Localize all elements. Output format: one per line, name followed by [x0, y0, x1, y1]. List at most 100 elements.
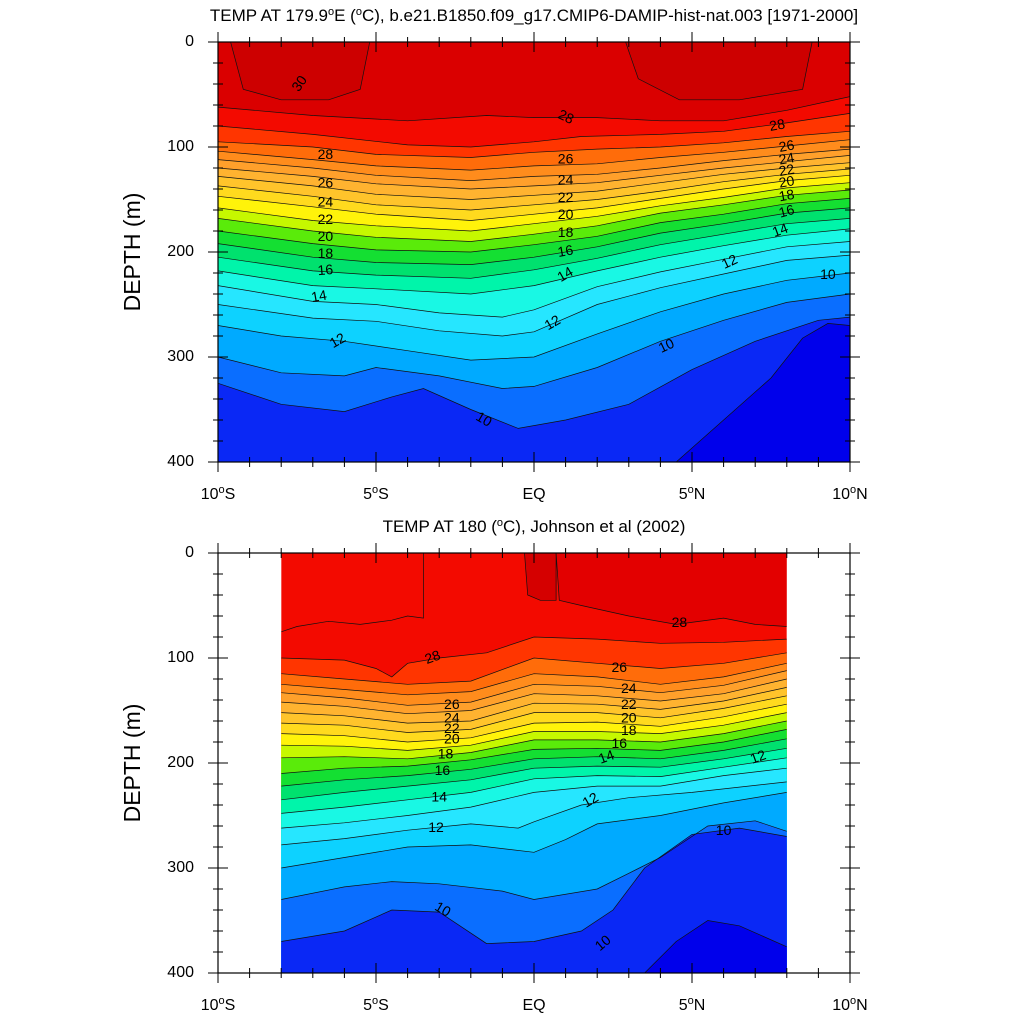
contour-label: 24 — [621, 680, 637, 696]
contour-line-25 — [218, 148, 850, 181]
panel-bottom-x-axis: 10oS 5oS EQ 5oN 10oN — [201, 543, 868, 1014]
contour-label: 20 — [318, 228, 334, 244]
contour-label: 14 — [310, 287, 328, 305]
y-tick-label: 400 — [167, 453, 194, 470]
contour-line-12 — [218, 272, 850, 361]
x-tick-label: 10oS — [201, 995, 236, 1014]
contour-label: 20 — [558, 206, 574, 222]
contour-label: 10 — [820, 266, 836, 282]
contour-line-9 — [675, 323, 850, 462]
contour-line-15 — [218, 228, 850, 295]
contour-line-25 — [281, 670, 787, 706]
contour-label: 26 — [444, 696, 460, 712]
contour-line-17 — [281, 738, 787, 787]
contour-line-27 — [218, 130, 850, 158]
x-tick-label: 10oN — [832, 995, 867, 1014]
contour-label: 18 — [778, 186, 796, 204]
contour-label: 10 — [656, 335, 677, 356]
contour-line-28.8 — [555, 553, 787, 627]
contour-label: 12 — [719, 251, 740, 272]
x-tick-label: 5oN — [679, 995, 706, 1014]
y-tick-label: 200 — [167, 754, 194, 771]
contour-label: 24 — [558, 171, 574, 187]
panel-bottom-title: TEMP AT 180 (oC), Johnson et al (2002) — [383, 517, 686, 536]
panel-top-y-axis-title: DEPTH (m) — [119, 193, 145, 312]
contour-label: 10 — [473, 408, 495, 430]
contour-label: 22 — [558, 189, 574, 205]
contour-label: 12 — [579, 789, 601, 811]
y-tick-label: 100 — [167, 138, 194, 155]
contour-line-19 — [218, 189, 850, 242]
contour-line-30 — [625, 42, 813, 101]
contour-line-13 — [218, 254, 850, 337]
contour-line-10 — [281, 827, 787, 944]
contour-line-26 — [218, 139, 850, 171]
contour-label: 18 — [318, 245, 334, 261]
contour-line-22 — [218, 168, 850, 211]
contour-line-23 — [281, 687, 787, 724]
contour-fill-10 — [281, 828, 787, 973]
contour-label: 16 — [556, 241, 574, 259]
contour-label: 18 — [438, 745, 454, 761]
x-tick-label: 5oS — [363, 484, 389, 503]
panel-top: TEMP AT 179.9oE (oC), b.e21.B1850.f09_g1… — [119, 6, 868, 503]
panel-top-y-axis: 0 100 200 300 400 — [167, 33, 860, 470]
contour-label: 22 — [621, 696, 637, 712]
contour-fill-9 — [676, 323, 850, 462]
contour-line-20 — [281, 712, 787, 751]
contour-label: 28 — [556, 106, 577, 127]
contour-label: 16 — [317, 261, 334, 278]
x-tick-label: 10oN — [832, 484, 867, 503]
contour-label: 10 — [432, 898, 454, 920]
panel-top-contour-lines — [218, 42, 850, 462]
contour-label: 26 — [612, 659, 628, 675]
contour-line-28 — [218, 113, 850, 148]
contour-line-23 — [218, 162, 850, 200]
contour-line-15 — [281, 757, 787, 814]
contour-fill-30 — [230, 42, 370, 100]
y-tick-label: 400 — [167, 964, 194, 981]
contour-line-29.2 — [524, 553, 557, 601]
contour-label: 28 — [422, 647, 442, 667]
contour-line-9 — [644, 920, 787, 973]
panel-top-title: TEMP AT 179.9oE (oC), b.e21.B1850.f09_g1… — [210, 6, 858, 25]
contour-label: 12 — [542, 311, 564, 333]
contour-line-29 — [281, 553, 424, 633]
contour-line-17 — [218, 207, 850, 265]
contour-label: 24 — [318, 193, 334, 209]
y-tick-label: 0 — [185, 544, 194, 561]
contour-line-10 — [218, 316, 850, 429]
contour-label: 14 — [770, 220, 790, 240]
contour-label: 12 — [428, 819, 444, 835]
contour-label: 26 — [318, 174, 334, 190]
contour-line-28 — [281, 636, 787, 678]
contour-line-18 — [218, 198, 850, 253]
contour-line-11 — [281, 820, 787, 900]
contour-label: 16 — [435, 762, 451, 778]
x-tick-label: EQ — [522, 486, 545, 503]
contour-line-13 — [281, 781, 787, 846]
panel-bottom: TEMP AT 180 (oC), Johnson et al (2002) 2… — [119, 517, 868, 1014]
contour-line-11 — [218, 293, 850, 389]
contour-line-16 — [218, 218, 850, 279]
contour-label: 18 — [558, 224, 574, 240]
contour-fill-28.8 — [556, 553, 787, 627]
contour-fill-30 — [625, 42, 813, 100]
y-tick-label: 300 — [167, 859, 194, 876]
contour-line-19 — [281, 720, 787, 760]
contour-line-24 — [218, 155, 850, 190]
contour-line-21 — [281, 703, 787, 743]
contour-label: 12 — [748, 746, 768, 766]
contour-label: 22 — [778, 161, 796, 179]
contour-label: 28 — [672, 614, 688, 630]
contour-label: 16 — [777, 201, 796, 221]
contour-label: 24 — [444, 710, 460, 726]
contour-line-27 — [281, 652, 787, 685]
y-tick-label: 100 — [167, 649, 194, 666]
contour-line-20 — [218, 182, 850, 232]
contour-label: 20 — [444, 731, 460, 747]
contour-label: 28 — [768, 115, 786, 133]
contour-label: 26 — [778, 136, 796, 154]
